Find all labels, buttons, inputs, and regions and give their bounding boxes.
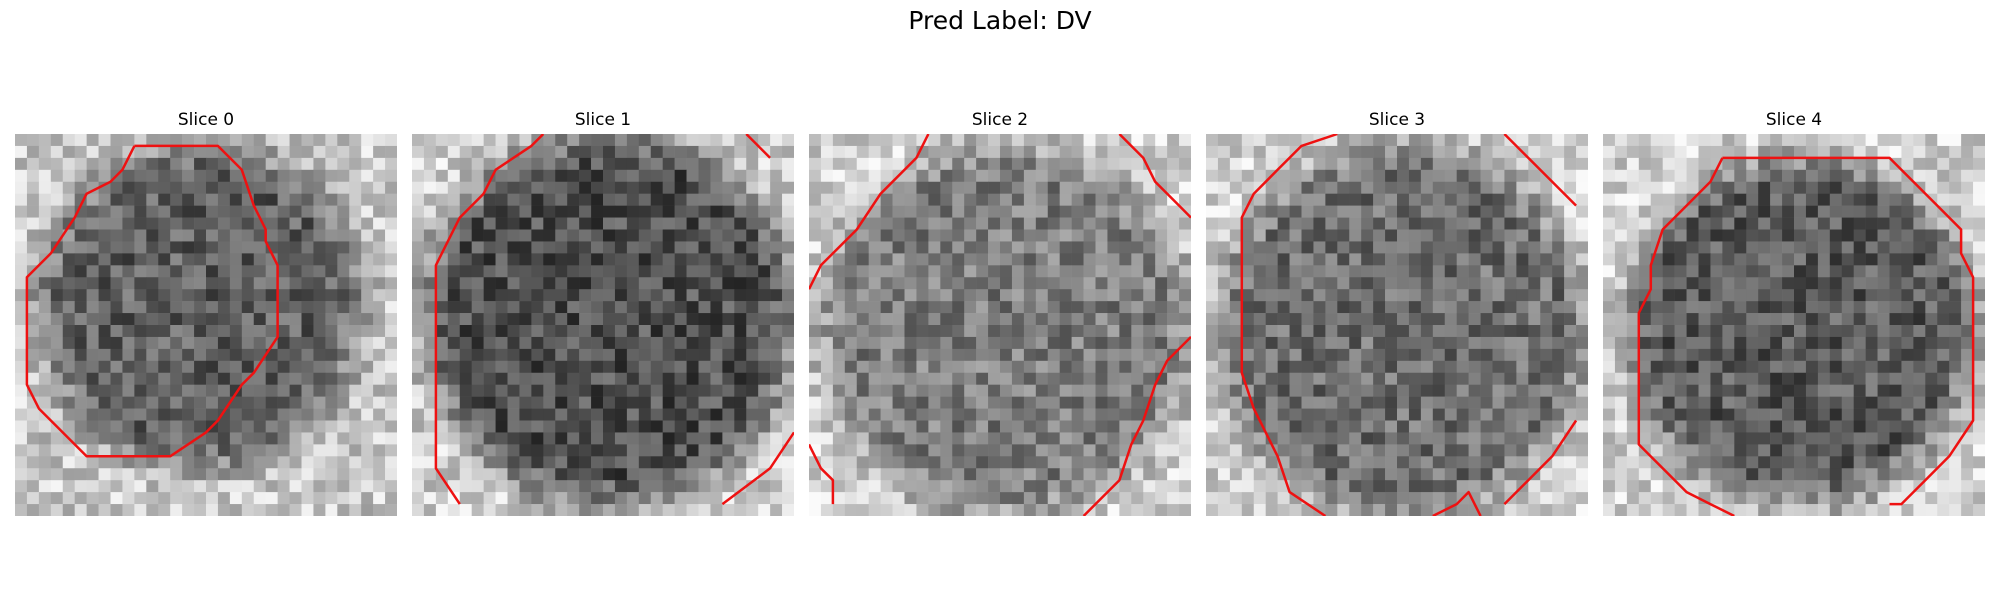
slice-image-2 — [809, 134, 1191, 516]
slice-panel-4: Slice 4 — [1603, 110, 1985, 522]
slice-title-0: Slice 0 — [177, 110, 235, 130]
slice-image-1 — [412, 134, 794, 516]
slice-title-1: Slice 1 — [574, 110, 632, 130]
slice-panel-3: Slice 3 — [1206, 110, 1588, 522]
slice-panel-1: Slice 1 — [412, 110, 794, 522]
slice-title-4: Slice 4 — [1765, 110, 1823, 130]
slice-image-4 — [1603, 134, 1985, 516]
slice-image-0 — [15, 134, 397, 516]
slice-title-3: Slice 3 — [1368, 110, 1426, 130]
figure-title: Pred Label: DV — [908, 6, 1092, 35]
slice-panel-2: Slice 2 — [809, 110, 1191, 522]
slice-image-3 — [1206, 134, 1588, 516]
slice-panel-0: Slice 0 — [15, 110, 397, 522]
slice-title-2: Slice 2 — [971, 110, 1029, 130]
